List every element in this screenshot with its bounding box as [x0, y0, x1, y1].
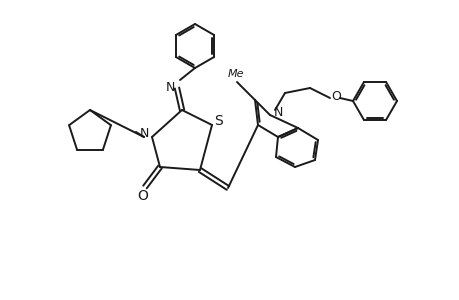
- Text: O: O: [137, 189, 148, 203]
- Text: O: O: [330, 89, 340, 103]
- Text: N: N: [273, 106, 282, 118]
- Text: S: S: [214, 114, 223, 128]
- Text: N: N: [139, 127, 148, 140]
- Text: N: N: [165, 80, 174, 94]
- Text: Me: Me: [227, 69, 244, 79]
